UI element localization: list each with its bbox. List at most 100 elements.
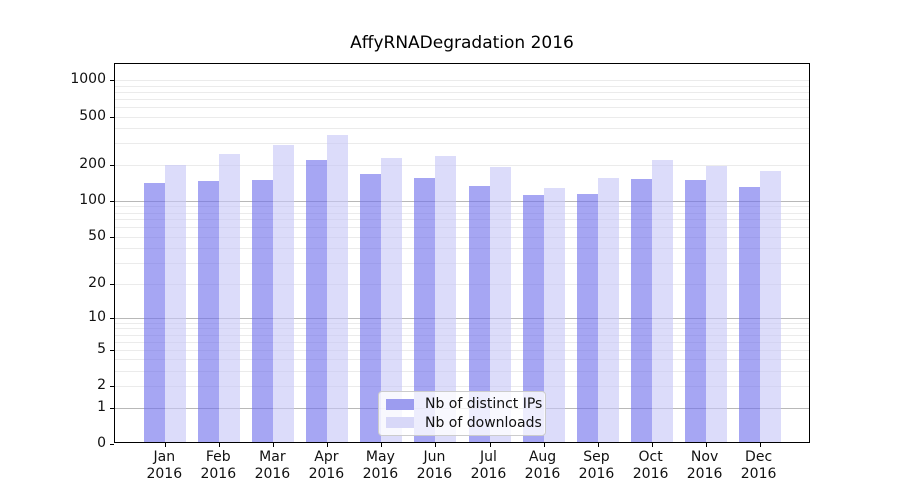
y-tick-label-10: 10 bbox=[88, 308, 106, 325]
y-tick-5 bbox=[110, 349, 114, 351]
bar-downloads-apr bbox=[327, 134, 349, 442]
y-tick-label-200: 200 bbox=[79, 155, 106, 172]
bar-downloads-mar bbox=[273, 144, 295, 442]
legend-row-distinct-ips: Nb of distinct IPs bbox=[386, 396, 542, 412]
legend: Nb of distinct IPs Nb of downloads bbox=[378, 391, 546, 436]
legend-swatch-downloads bbox=[386, 417, 414, 429]
gridline-60 bbox=[115, 227, 809, 229]
gridline-90 bbox=[115, 206, 809, 208]
x-tick-dec bbox=[759, 443, 761, 447]
gridline-4 bbox=[115, 359, 809, 361]
gridline-6 bbox=[115, 341, 809, 343]
bar-downloads-jun bbox=[435, 156, 457, 442]
bar-ips-aug bbox=[522, 194, 544, 442]
x-tick-jul bbox=[489, 443, 491, 447]
plot-inner bbox=[110, 64, 809, 447]
gridline-400 bbox=[115, 128, 809, 130]
y-tick-10 bbox=[110, 317, 114, 319]
gridline-300 bbox=[115, 143, 809, 145]
gridline-7 bbox=[115, 334, 809, 336]
y-tick-200 bbox=[110, 164, 114, 166]
gridline-50 bbox=[115, 236, 809, 238]
gridline-1000 bbox=[115, 80, 809, 81]
gridline-500 bbox=[115, 116, 809, 118]
bar-ips-oct bbox=[630, 179, 652, 442]
gridline-30 bbox=[115, 263, 809, 265]
y-tick-0 bbox=[110, 444, 114, 445]
x-tick-jun bbox=[435, 443, 437, 447]
x-tick-may bbox=[381, 443, 383, 447]
x-tick-jan bbox=[165, 443, 167, 447]
gridline-10 bbox=[115, 317, 809, 319]
y-tick-label-0: 0 bbox=[97, 435, 106, 451]
x-tick-label-dec: Dec 2016 bbox=[740, 449, 777, 482]
legend-swatch-distinct-ips bbox=[386, 398, 414, 410]
gridline-900 bbox=[115, 85, 809, 87]
x-tick-apr bbox=[327, 443, 329, 447]
bar-ips-sep bbox=[576, 193, 598, 442]
y-tick-label-20: 20 bbox=[88, 274, 106, 291]
y-tick-label-500: 500 bbox=[79, 107, 106, 124]
y-tick-label-100: 100 bbox=[79, 191, 106, 208]
y-tick-label-1: 1 bbox=[97, 398, 106, 415]
gridline-80 bbox=[115, 212, 809, 214]
x-tick-label-oct: Oct 2016 bbox=[632, 449, 669, 482]
gridline-5 bbox=[115, 349, 809, 351]
gridline-2 bbox=[115, 386, 809, 388]
gridline-800 bbox=[115, 91, 809, 93]
bar-ips-may bbox=[360, 174, 382, 442]
x-tick-label-jul: Jul 2016 bbox=[470, 449, 507, 482]
bar-ips-apr bbox=[306, 159, 328, 442]
bar-downloads-jan bbox=[165, 165, 187, 442]
gridline-700 bbox=[115, 98, 809, 100]
x-tick-label-feb: Feb 2016 bbox=[200, 449, 237, 482]
bar-ips-dec bbox=[738, 187, 760, 442]
y-tick-50 bbox=[110, 236, 114, 238]
y-tick-100 bbox=[110, 200, 114, 202]
bar-downloads-nov bbox=[705, 165, 727, 442]
bar-ips-nov bbox=[684, 179, 706, 442]
bar-downloads-feb bbox=[219, 153, 241, 442]
x-tick-label-mar: Mar 2016 bbox=[254, 449, 291, 482]
chart-title: AffyRNADegradation 2016 bbox=[350, 33, 574, 53]
x-tick-label-jun: Jun 2016 bbox=[416, 449, 453, 482]
legend-label-distinct-ips: Nb of distinct IPs bbox=[425, 396, 543, 413]
gridline-600 bbox=[115, 106, 809, 108]
bar-downloads-oct bbox=[651, 159, 673, 442]
y-tick-20 bbox=[110, 283, 114, 285]
x-tick-sep bbox=[597, 443, 599, 447]
gridline-100 bbox=[115, 200, 809, 202]
y-tick-label-5: 5 bbox=[97, 340, 106, 357]
x-tick-nov bbox=[705, 443, 707, 447]
bar-downloads-sep bbox=[597, 177, 619, 442]
bar-ips-jul bbox=[468, 185, 490, 442]
y-tick-label-50: 50 bbox=[88, 227, 106, 244]
y-tick-1 bbox=[110, 407, 114, 409]
gridline-200 bbox=[115, 164, 809, 166]
x-tick-label-nov: Nov 2016 bbox=[686, 449, 723, 482]
y-tick-1000 bbox=[110, 80, 114, 81]
gridline-8 bbox=[115, 328, 809, 330]
bar-ips-feb bbox=[198, 181, 220, 442]
bar-downloads-aug bbox=[543, 188, 565, 442]
gridline-9 bbox=[115, 322, 809, 324]
x-tick-label-may: May 2016 bbox=[362, 449, 399, 482]
bar-downloads-jul bbox=[489, 167, 511, 442]
x-tick-mar bbox=[273, 443, 275, 447]
plot-area bbox=[110, 63, 810, 447]
x-tick-label-sep: Sep 2016 bbox=[578, 449, 615, 482]
x-tick-aug bbox=[543, 443, 545, 447]
bar-downloads-may bbox=[381, 157, 403, 442]
x-tick-label-aug: Aug 2016 bbox=[524, 449, 561, 482]
y-tick-label-2: 2 bbox=[97, 377, 106, 394]
x-tick-label-apr: Apr 2016 bbox=[308, 449, 345, 482]
legend-label-downloads: Nb of downloads bbox=[425, 414, 542, 431]
bar-ips-jun bbox=[414, 178, 436, 442]
x-tick-label-jan: Jan 2016 bbox=[146, 449, 183, 482]
legend-row-downloads: Nb of downloads bbox=[386, 415, 542, 431]
y-tick-500 bbox=[110, 116, 114, 118]
bar-downloads-dec bbox=[759, 170, 781, 442]
gridline-40 bbox=[115, 248, 809, 250]
gridline-20 bbox=[115, 283, 809, 285]
